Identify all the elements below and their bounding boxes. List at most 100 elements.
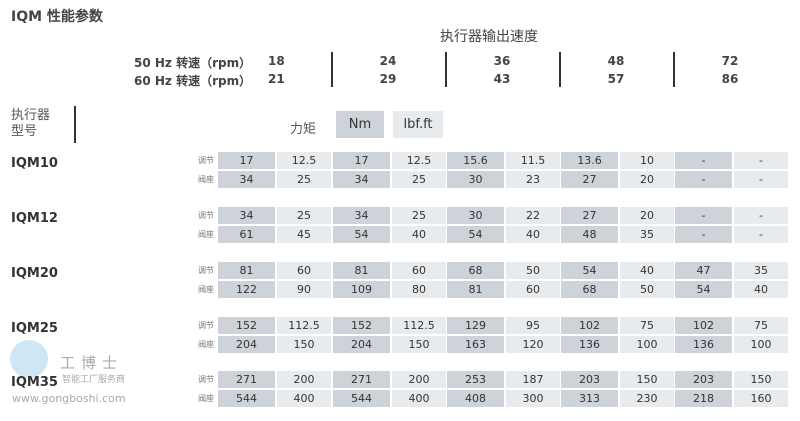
- rpm-value: 24: [379, 54, 397, 68]
- cell-nm: 54: [333, 225, 390, 243]
- row-label: 调节: [198, 266, 214, 275]
- cell-nm: 544: [333, 389, 390, 407]
- cell-lbfft: 60: [506, 280, 560, 298]
- cell-nm: 122: [218, 280, 275, 298]
- cell-lbfft: 20: [620, 207, 674, 224]
- cell-lbfft: 25: [392, 170, 446, 188]
- rpm-value: 57: [607, 72, 625, 86]
- cell-nm: 136: [561, 335, 618, 353]
- type-label-line1: 执行器: [11, 108, 51, 123]
- row-label: 阀座: [198, 174, 214, 184]
- cell-lbfft: -: [734, 207, 788, 224]
- cell-lbfft: 112.5: [277, 317, 331, 334]
- cell-lbfft: 12.5: [277, 152, 331, 169]
- cell-nm: 408: [447, 389, 504, 407]
- cell-lbfft: 80: [392, 280, 446, 298]
- cell-nm: 13.6: [561, 152, 618, 169]
- row-label: 阀座: [198, 284, 214, 294]
- cell-nm: 204: [218, 335, 275, 353]
- cell-lbfft: 230: [620, 389, 674, 407]
- cell-nm: 253: [447, 371, 504, 388]
- cell-lbfft: 45: [277, 225, 331, 243]
- cell-lbfft: 120: [506, 335, 560, 353]
- model-name: IQM25: [11, 321, 58, 336]
- divider: [74, 106, 76, 143]
- cell-lbfft: 40: [620, 262, 674, 279]
- cell-nm: 30: [447, 207, 504, 224]
- cell-lbfft: 23: [506, 170, 560, 188]
- rpm-value: 48: [607, 54, 625, 68]
- cell-lbfft: 50: [506, 262, 560, 279]
- cell-nm: 15.6: [447, 152, 504, 169]
- cell-nm: 102: [561, 317, 618, 334]
- cell-nm: 54: [447, 225, 504, 243]
- cell-nm: 34: [218, 170, 275, 188]
- cell-nm: 204: [333, 335, 390, 353]
- cell-nm: 544: [218, 389, 275, 407]
- cell-nm: 81: [333, 262, 390, 279]
- cell-nm: 271: [333, 371, 390, 388]
- cell-lbfft: 150: [620, 371, 674, 388]
- cell-lbfft: 400: [392, 389, 446, 407]
- unit-nm: Nm: [336, 111, 384, 138]
- cell-lbfft: 75: [620, 317, 674, 334]
- rpm-value: 21: [268, 72, 285, 86]
- column-divider: [559, 52, 561, 87]
- watermark-slogan: 智能工厂服务商: [62, 375, 126, 385]
- cell-nm: 47: [675, 262, 732, 279]
- row-label: 调节: [198, 211, 214, 220]
- rpm-value: 86: [721, 72, 739, 86]
- cell-nm: 81: [218, 262, 275, 279]
- cell-nm: 102: [675, 317, 732, 334]
- column-divider: [331, 52, 333, 87]
- row-label: 调节: [198, 375, 214, 384]
- speed-header: 执行器输出速度: [440, 29, 538, 45]
- cell-lbfft: 95: [506, 317, 560, 334]
- row-label: 阀座: [198, 229, 214, 239]
- cell-nm: 68: [447, 262, 504, 279]
- cell-lbfft: 187: [506, 371, 560, 388]
- rpm-value: 18: [268, 54, 285, 68]
- rpm-value: 72: [721, 54, 739, 68]
- cell-nm: 218: [675, 389, 732, 407]
- cell-nm: 271: [218, 371, 275, 388]
- cell-lbfft: 90: [277, 280, 331, 298]
- cell-lbfft: 40: [506, 225, 560, 243]
- cell-lbfft: 160: [734, 389, 788, 407]
- page-title: IQM 性能参数: [11, 9, 103, 25]
- cell-lbfft: 150: [277, 335, 331, 353]
- cell-lbfft: 200: [392, 371, 446, 388]
- cell-lbfft: 60: [277, 262, 331, 279]
- column-divider: [445, 52, 447, 87]
- actuator-type-label: 执行器 型号: [11, 108, 50, 140]
- type-label-line2: 型号: [11, 124, 38, 139]
- cell-nm: 34: [218, 207, 275, 224]
- cell-lbfft: -: [734, 152, 788, 169]
- cell-nm: 27: [561, 207, 618, 224]
- rpm-label-60hz: 60 Hz 转速（rpm）: [134, 74, 252, 88]
- cell-lbfft: 35: [734, 262, 788, 279]
- cell-lbfft: 10: [620, 152, 674, 169]
- cell-nm: 54: [675, 280, 732, 298]
- model-name: IQM12: [11, 211, 58, 226]
- cell-nm: 203: [561, 371, 618, 388]
- torque-label: 力矩: [290, 122, 317, 137]
- rpm-value: 29: [379, 72, 397, 86]
- cell-lbfft: 100: [734, 335, 788, 353]
- cell-lbfft: 25: [277, 170, 331, 188]
- cell-nm: -: [675, 152, 732, 169]
- cell-nm: 48: [561, 225, 618, 243]
- cell-nm: 54: [561, 262, 618, 279]
- watermark-brand: 工博士: [60, 354, 124, 372]
- cell-nm: 136: [675, 335, 732, 353]
- cell-nm: -: [675, 170, 732, 188]
- cell-lbfft: 12.5: [392, 152, 446, 169]
- cell-lbfft: 150: [734, 371, 788, 388]
- cell-nm: -: [675, 225, 732, 243]
- cell-lbfft: 40: [392, 225, 446, 243]
- cell-nm: 129: [447, 317, 504, 334]
- cell-lbfft: 60: [392, 262, 446, 279]
- cell-nm: 81: [447, 280, 504, 298]
- cell-lbfft: 200: [277, 371, 331, 388]
